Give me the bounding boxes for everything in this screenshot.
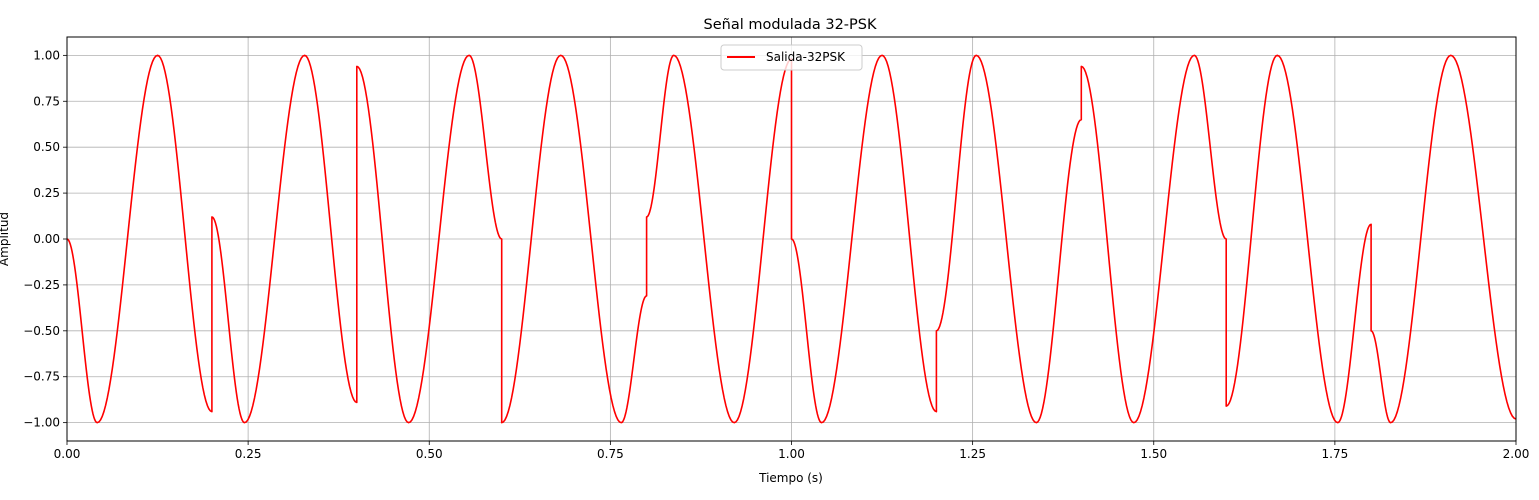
legend-box bbox=[720, 44, 863, 71]
y-tick-label: −1.00 bbox=[23, 416, 60, 430]
legend-label: Salida-32PSK bbox=[766, 50, 846, 64]
series-layer bbox=[66, 54, 1517, 424]
series-line bbox=[66, 54, 1517, 424]
y-tick-label: 1.00 bbox=[33, 48, 60, 62]
x-tick-label: 2.00 bbox=[1503, 447, 1530, 461]
x-axis-ticks: 0.00 0.25 0.50 0.75 1.00 1.25 1.50 1.75 2.00 bbox=[54, 441, 1530, 461]
x-axis-label: Tiempo (s) bbox=[758, 471, 823, 485]
x-tick-label: 1.50 bbox=[1140, 447, 1167, 461]
y-tick-label: 0.50 bbox=[33, 140, 60, 154]
y-tick-label: −0.50 bbox=[23, 324, 60, 338]
y-axis-ticks: −1.00 −0.75 −0.50 −0.25 0.00 0.25 0.50 0.75 1.00 bbox=[23, 48, 67, 430]
y-tick-label: 0.00 bbox=[33, 232, 60, 246]
y-tick-label: −0.25 bbox=[23, 278, 60, 292]
y-axis-label: Amplitud bbox=[0, 212, 11, 266]
legend: Salida-32PSK bbox=[720, 44, 863, 71]
x-tick-label: 0.50 bbox=[416, 447, 443, 461]
x-tick-label: 1.00 bbox=[778, 447, 805, 461]
y-tick-label: 0.75 bbox=[33, 94, 60, 108]
x-tick-label: 1.25 bbox=[959, 447, 986, 461]
x-tick-label: 0.75 bbox=[597, 447, 624, 461]
y-tick-label: −0.75 bbox=[23, 370, 60, 384]
chart-title: Señal modulada 32-PSK bbox=[704, 17, 877, 33]
x-tick-label: 1.75 bbox=[1322, 447, 1349, 461]
y-tick-label: 0.25 bbox=[33, 186, 60, 200]
x-tick-label: 0.25 bbox=[235, 447, 262, 461]
x-tick-label: 0.00 bbox=[54, 447, 81, 461]
